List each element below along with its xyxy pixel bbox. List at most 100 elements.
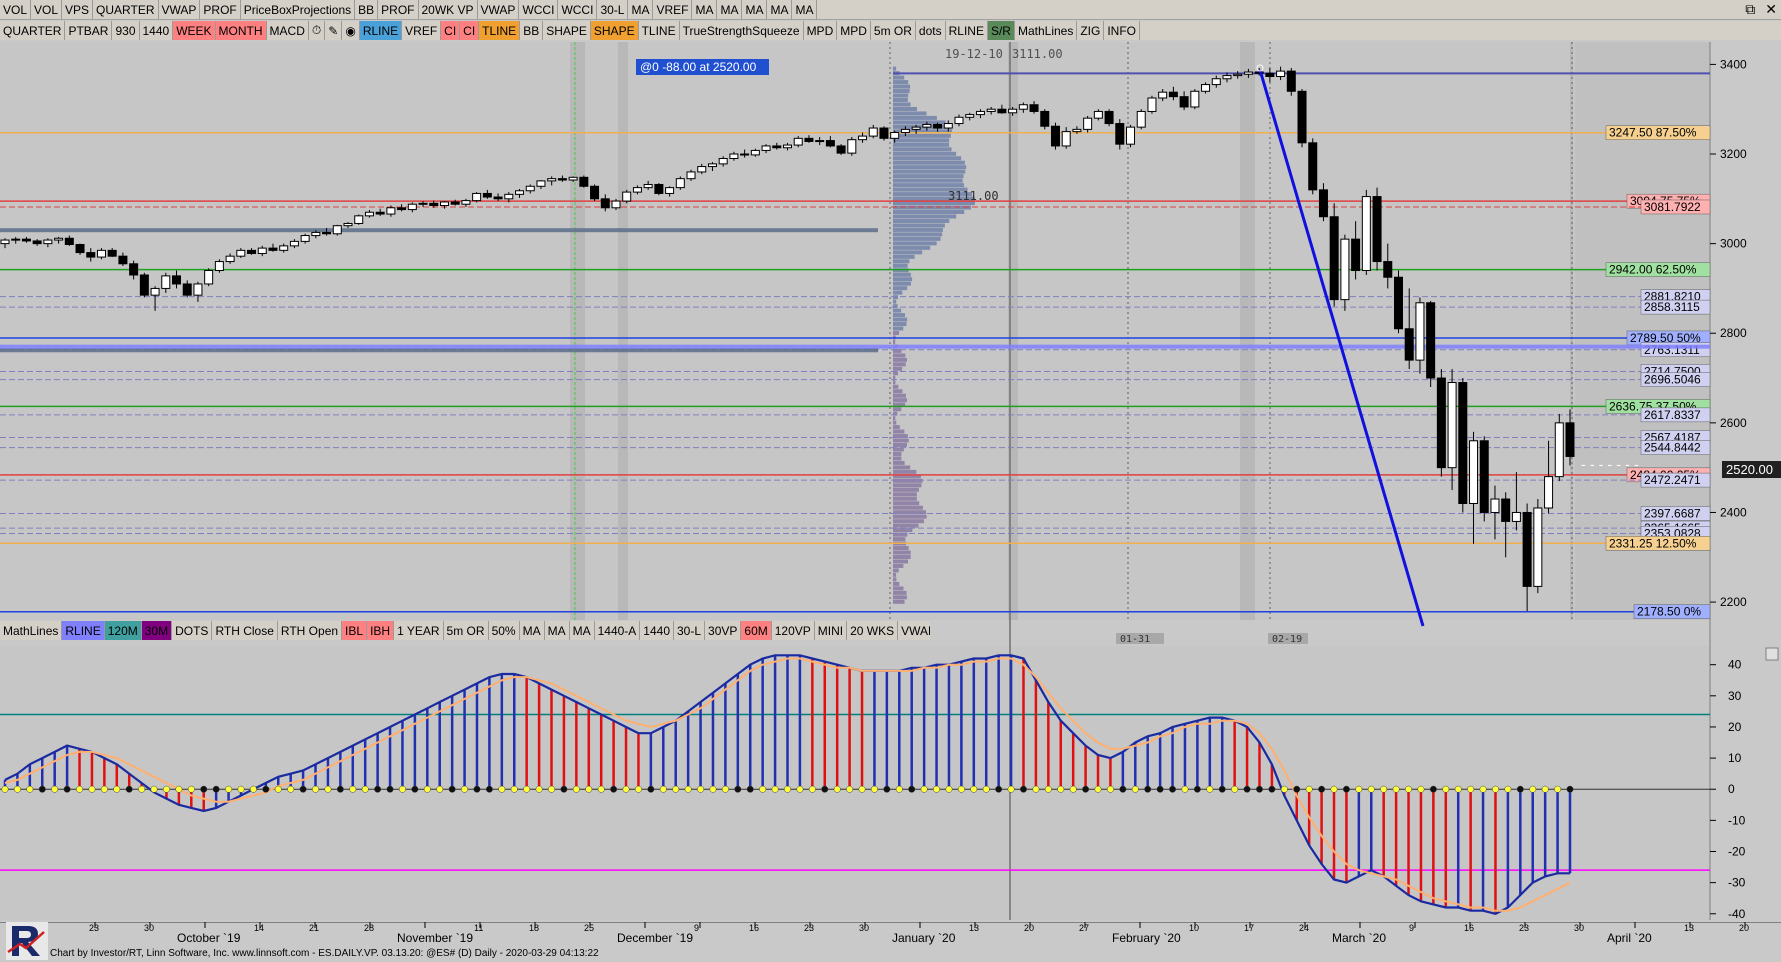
second-button-18[interactable]: TLINE [639, 21, 680, 40]
volume-profile-bar [893, 443, 907, 447]
candle-body [54, 237, 64, 241]
top-button-7[interactable]: BB [355, 0, 379, 19]
lower-button-20[interactable]: 120VP [772, 621, 815, 640]
second-button-12[interactable]: CI [441, 21, 461, 40]
level-label-15: 2472.2471 [1644, 473, 1701, 487]
top-button-8[interactable]: PROF [378, 0, 419, 19]
second-button-17[interactable]: SHAPE [590, 21, 639, 40]
trendline[interactable] [1258, 69, 1425, 627]
top-button-16[interactable]: MA [692, 0, 718, 19]
squeeze-dot [759, 785, 767, 793]
top-button-1[interactable]: VOL [31, 0, 63, 19]
second-button-10[interactable]: RLINE [359, 21, 403, 40]
lower-button-23[interactable]: VWAP [898, 621, 930, 640]
top-button-4[interactable]: VWAP [159, 0, 201, 19]
second-button-7[interactable]: ⏱ [309, 21, 326, 40]
squeeze-dot [1069, 785, 1077, 793]
lower-button-16[interactable]: 1440 [640, 621, 674, 640]
osc-scale-toggle[interactable] [1765, 647, 1779, 661]
top-button-3[interactable]: QUARTER [93, 0, 159, 19]
second-button-5[interactable]: MONTH [215, 21, 267, 40]
second-button-15[interactable]: BB [520, 21, 544, 40]
top-button-2[interactable]: VPS [62, 0, 94, 19]
lower-button-11[interactable]: 50% [489, 621, 520, 640]
lower-button-5[interactable]: RTH Close [212, 621, 278, 640]
second-button-13[interactable]: CI [460, 21, 480, 40]
volume-profile-bar [893, 156, 962, 161]
second-button-23[interactable]: dots [916, 21, 946, 40]
second-button-3[interactable]: 1440 [140, 21, 174, 40]
second-button-27[interactable]: ZIG [1077, 21, 1105, 40]
top-button-15[interactable]: VREF [653, 0, 693, 19]
top-button-18[interactable]: MA [742, 0, 768, 19]
top-button-9[interactable]: 20WK VP [419, 0, 478, 19]
volume-profile-bar [893, 129, 953, 134]
volume-profile-bar [893, 210, 965, 215]
top-button-6[interactable]: PriceBoxProjections [241, 0, 356, 19]
second-button-19[interactable]: TrueStrengthSqueeze [680, 21, 804, 40]
second-button-2[interactable]: 930 [112, 21, 140, 40]
lower-button-4[interactable]: DOTS [172, 621, 213, 640]
volume-profile-bar [893, 375, 896, 380]
lower-button-1[interactable]: RLINE [62, 621, 105, 640]
second-button-26[interactable]: MathLines [1015, 21, 1078, 40]
top-button-20[interactable]: MA [792, 0, 818, 19]
second-button-1[interactable]: PTBAR [65, 21, 113, 40]
lower-button-17[interactable]: 30-L [674, 621, 706, 640]
top-button-17[interactable]: MA [717, 0, 743, 19]
lower-button-14[interactable]: MA [570, 621, 595, 640]
lower-button-6[interactable]: RTH Open [278, 621, 343, 640]
top-button-19[interactable]: MA [767, 0, 793, 19]
second-button-16[interactable]: SHAPE [543, 21, 591, 40]
trendline-anchor[interactable] [1256, 64, 1264, 72]
session-zone-4 [1570, 42, 1573, 620]
second-button-21[interactable]: MPD [837, 21, 871, 40]
lower-button-9[interactable]: 1 YEAR [394, 621, 444, 640]
lower-button-2[interactable]: 120M [104, 621, 142, 640]
top-button-11[interactable]: WCCI [519, 0, 559, 19]
lower-button-13[interactable]: MA [545, 621, 570, 640]
restore-icon[interactable]: ⧉ [1745, 1, 1756, 18]
second-button-28[interactable]: INFO [1104, 21, 1141, 40]
lower-button-15[interactable]: 1440-A [595, 621, 641, 640]
lower-button-12[interactable]: MA [520, 621, 545, 640]
volume-profile-bar [893, 357, 907, 362]
top-button-13[interactable]: 30-L [597, 0, 629, 19]
candle-body [557, 178, 567, 181]
candle-body [322, 231, 332, 235]
second-button-8[interactable]: ✎ [325, 21, 343, 40]
lower-button-7[interactable]: IBL [342, 621, 368, 640]
lower-button-22[interactable]: 20 WKS [847, 621, 899, 640]
top-button-12[interactable]: WCCI [558, 0, 598, 19]
volume-profile-bar [893, 447, 904, 452]
lower-button-10[interactable]: 5m OR [444, 621, 489, 640]
second-button-25[interactable]: S/R [987, 21, 1015, 40]
second-button-6[interactable]: MACD [267, 21, 309, 40]
second-button-9[interactable]: ◉ [342, 21, 360, 40]
candle-body [579, 176, 589, 187]
second-button-4[interactable]: WEEK [173, 21, 216, 40]
second-button-22[interactable]: 5m OR [871, 21, 916, 40]
second-button-11[interactable]: VREF [402, 21, 442, 40]
lower-button-21[interactable]: MINI [815, 621, 848, 640]
candle-body [247, 249, 257, 254]
top-button-10[interactable]: VWAP [478, 0, 520, 19]
top-button-0[interactable]: VOL [0, 0, 32, 19]
second-button-20[interactable]: MPD [804, 21, 838, 40]
second-button-0[interactable]: QUARTER [0, 21, 66, 40]
lower-button-8[interactable]: IBH [367, 621, 395, 640]
lower-button-18[interactable]: 30VP [705, 621, 742, 640]
candle-body [1179, 96, 1189, 108]
close-icon[interactable]: ✕ [1765, 1, 1777, 18]
top-button-14[interactable]: MA [628, 0, 654, 19]
volume-profile-bar [893, 366, 903, 371]
top-button-5[interactable]: PROF [200, 0, 241, 19]
second-button-14[interactable]: TLINE [479, 21, 521, 40]
second-button-24[interactable]: RLINE [946, 21, 988, 40]
candle-body [1093, 110, 1103, 119]
lower-button-19[interactable]: 60M [741, 621, 772, 640]
lower-button-0[interactable]: MathLines [0, 621, 63, 640]
squeeze-dot [1554, 785, 1562, 793]
lower-button-3[interactable]: 30M [141, 621, 173, 640]
